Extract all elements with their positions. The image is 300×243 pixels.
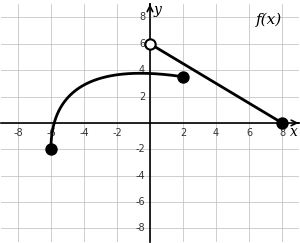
Text: y: y	[154, 2, 161, 17]
Text: f(x): f(x)	[256, 13, 282, 27]
Text: 4: 4	[213, 128, 219, 138]
Text: -6: -6	[46, 128, 56, 138]
Text: -4: -4	[135, 171, 145, 181]
Text: -8: -8	[13, 128, 23, 138]
Point	[148, 42, 152, 46]
Text: 4: 4	[139, 65, 145, 75]
Text: 6: 6	[246, 128, 252, 138]
Text: 8: 8	[279, 128, 285, 138]
Point	[49, 147, 53, 151]
Text: -4: -4	[79, 128, 89, 138]
Text: -2: -2	[112, 128, 122, 138]
Text: 2: 2	[139, 92, 145, 102]
Text: 2: 2	[180, 128, 186, 138]
Point	[280, 121, 284, 125]
Text: -8: -8	[135, 223, 145, 234]
Text: 8: 8	[139, 12, 145, 22]
Text: -2: -2	[135, 144, 145, 154]
Point	[181, 75, 185, 79]
Text: x: x	[290, 125, 298, 139]
Text: 6: 6	[139, 39, 145, 49]
Text: -6: -6	[135, 197, 145, 207]
